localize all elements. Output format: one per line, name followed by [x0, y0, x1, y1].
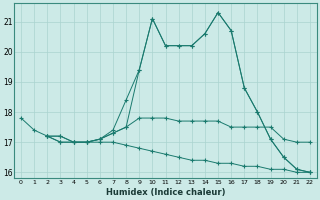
X-axis label: Humidex (Indice chaleur): Humidex (Indice chaleur)	[106, 188, 225, 197]
